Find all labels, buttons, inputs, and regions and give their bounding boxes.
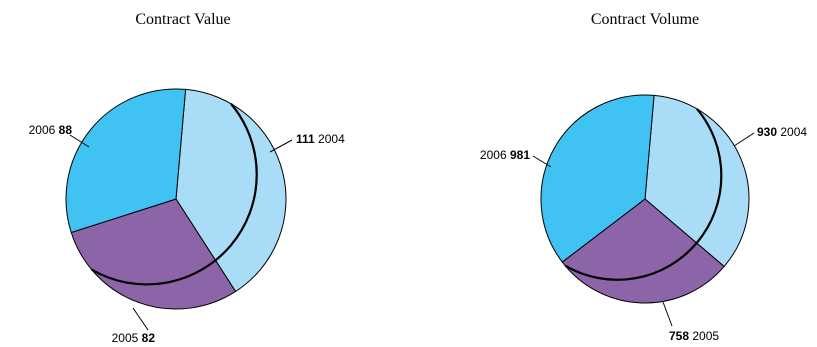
slice-year: 2005: [112, 331, 139, 345]
leader-line-2006: [532, 155, 552, 168]
slice-value: 88: [59, 123, 73, 137]
chart-title-contract-volume: Contract Volume: [591, 11, 699, 28]
pie-slice-2006: [65, 88, 187, 234]
slice-label-2004: 930 2004: [757, 125, 807, 139]
slice-year: 2006: [480, 148, 507, 162]
leader-line-2006: [69, 134, 90, 148]
slice-value: 930: [757, 125, 777, 139]
pie-rim: [91, 103, 258, 286]
slice-year: 2006: [29, 123, 56, 137]
slice-year: 2005: [692, 329, 719, 343]
slice-value: 981: [510, 148, 530, 162]
leader-line-2004: [269, 139, 293, 153]
pie-slice-2004: [644, 94, 750, 268]
leader-line-2005: [132, 307, 149, 331]
pie-slice-2005: [70, 198, 237, 310]
slice-value: 758: [669, 329, 689, 343]
chart-title-contract-value: Contract Value: [135, 11, 230, 28]
slice-label-2006: 2006 88: [29, 123, 73, 137]
leader-line-2005: [662, 301, 673, 327]
slice-label-2004: 111 2004: [296, 132, 345, 146]
slice-label-2005: 758 2005: [669, 329, 719, 343]
leader-line-2004: [733, 132, 755, 147]
slice-value: 82: [142, 331, 156, 345]
pie-contract-volume: 930 2004 758 2005 2006 981: [480, 94, 807, 343]
pie-rim: [564, 108, 723, 281]
slice-label-2005: 2005 82: [112, 331, 156, 345]
slice-label-2006: 2006 981: [480, 148, 530, 162]
slice-year: 2004: [780, 125, 807, 139]
slice-year: 2004: [318, 132, 345, 146]
slice-value: 111: [296, 132, 315, 146]
pie-contract-value: 111 2004 2005 82 2006 88: [29, 88, 345, 345]
pie-slice-2005: [561, 198, 725, 304]
pie-slice-2006: [540, 94, 655, 263]
